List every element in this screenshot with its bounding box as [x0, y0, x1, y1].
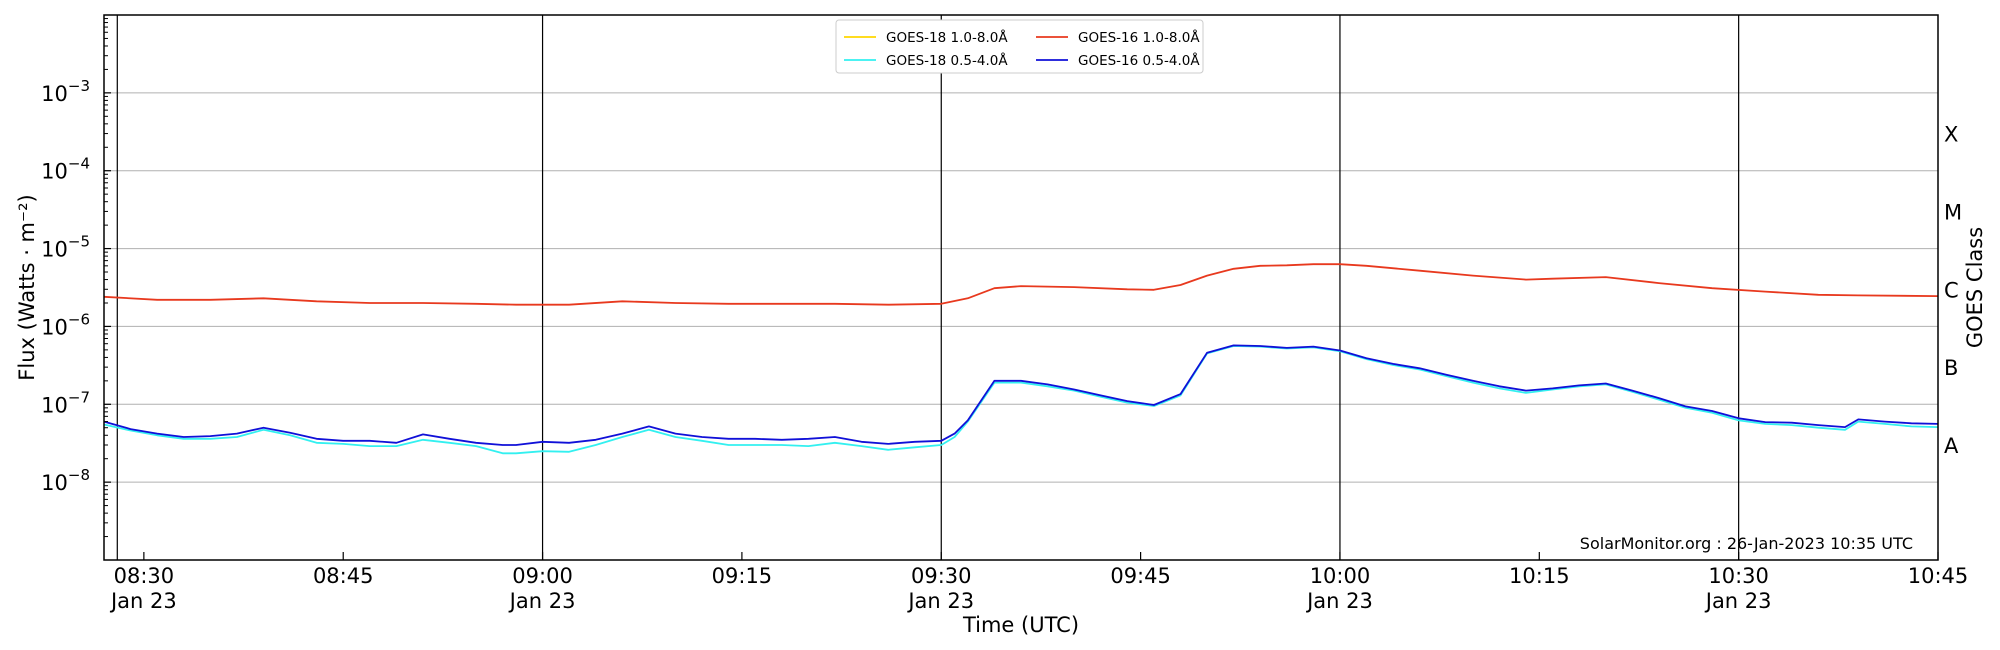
goes-class-label: M [1944, 200, 1962, 224]
x-tick-label: 10:00 [1310, 564, 1371, 588]
series-line-1 [103, 345, 1939, 455]
legend: GOES-18 1.0-8.0Å GOES-18 0.5-4.0Å GOES-16 … [835, 19, 1204, 74]
goes-class-label: A [1944, 434, 1959, 458]
x-tick-date: Jan 23 [109, 589, 177, 613]
series-line-3 [103, 344, 1939, 446]
grid-lines [104, 92, 1938, 483]
series-lines [103, 263, 1939, 455]
y-tick-label: 10−7 [41, 388, 90, 417]
series-line-2 [103, 263, 1939, 306]
y-tick-label: 10−3 [41, 77, 90, 106]
legend-label: GOES-16 0.5-4.0Å [1078, 52, 1200, 69]
goes-class-label: C [1944, 278, 1959, 302]
y-tick-label: 10−6 [41, 310, 90, 339]
y-tick-label: 10−8 [41, 466, 90, 495]
right-axis-title: GOES Class [1963, 227, 1987, 348]
x-axis-title: Time (UTC) [962, 613, 1079, 637]
x-tick-label: 09:30 [911, 564, 972, 588]
x-tick-date: Jan 23 [508, 589, 576, 613]
x-tick-label: 10:15 [1509, 564, 1570, 588]
goes-class-label: B [1944, 356, 1958, 380]
x-tick-label: 09:15 [712, 564, 773, 588]
x-tick-label: 08:30 [114, 564, 175, 588]
goes-class-labels: A B C M X [1944, 123, 1962, 458]
y-axis-title: Flux (Watts · m⁻²) [15, 194, 39, 380]
y-tick-label: 10−5 [41, 233, 90, 262]
legend-label: GOES-16 1.0-8.0Å [1078, 29, 1200, 46]
x-tick-label: 09:45 [1110, 564, 1171, 588]
x-tick-label: 09:00 [512, 564, 573, 588]
x-tick-date: Jan 23 [1305, 589, 1373, 613]
x-tick-date: Jan 23 [906, 589, 974, 613]
time-marker-lines [116, 15, 1740, 560]
x-tick-label: 10:30 [1708, 564, 1769, 588]
x-tick-label: 08:45 [313, 564, 374, 588]
legend-label: GOES-18 0.5-4.0Å [886, 52, 1008, 69]
x-tick-label: 10:45 [1908, 564, 1969, 588]
goes-class-label: X [1944, 123, 1958, 147]
legend-label: GOES-18 1.0-8.0Å [886, 29, 1008, 46]
y-tick-label: 10−4 [41, 155, 90, 184]
x-tick-date: Jan 23 [1704, 589, 1772, 613]
plot-frame [103, 14, 1939, 561]
y-axis-ticks: 10−8 10−7 10−6 10−5 10−4 10−3 [41, 18, 111, 538]
source-annotation: SolarMonitor.org : 26-Jan-2023 10:35 UTC [1580, 534, 1913, 553]
legend-box [835, 19, 1204, 74]
